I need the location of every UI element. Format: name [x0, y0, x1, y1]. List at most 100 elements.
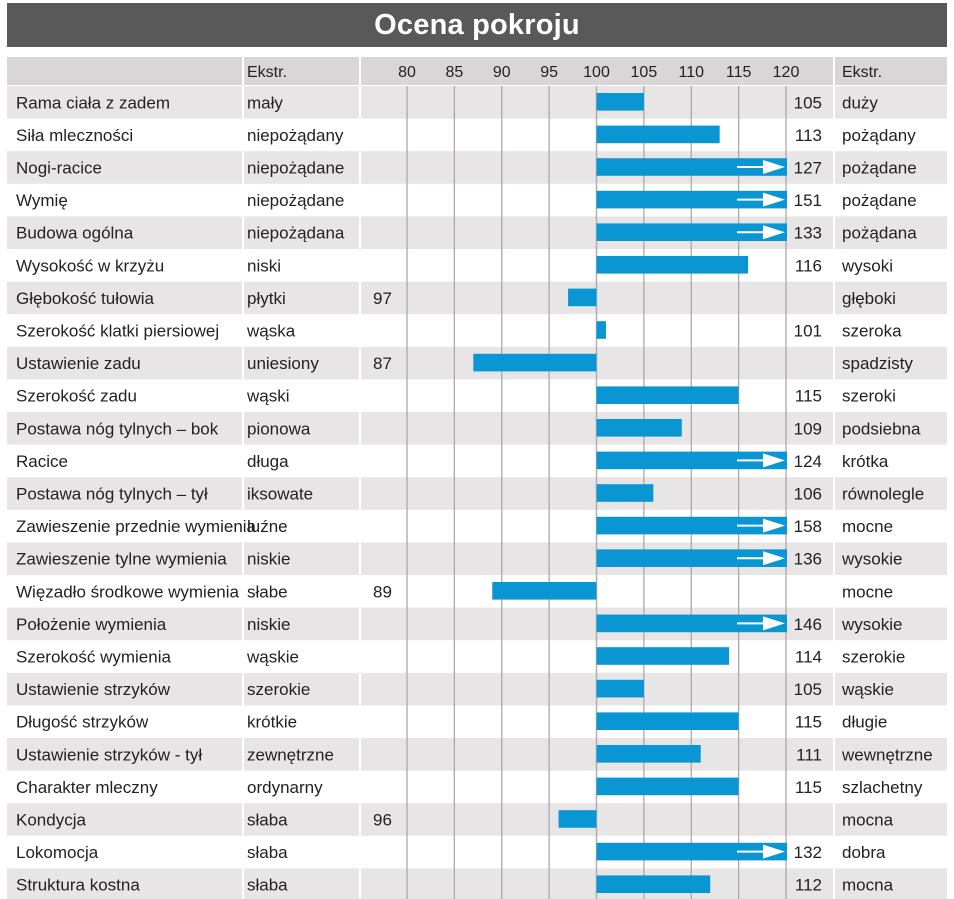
bar — [473, 353, 597, 372]
bar — [596, 712, 739, 730]
bar — [492, 582, 597, 600]
x-tick-label: 120 — [773, 64, 800, 81]
value-label: 101 — [794, 322, 822, 341]
value-label: 105 — [794, 680, 822, 699]
title-bar: Ocena pokroju — [7, 3, 947, 47]
value-label: 124 — [794, 452, 822, 471]
trait-label: Kondycja — [16, 811, 86, 830]
bar — [558, 810, 597, 828]
high-extreme-label: szeroki — [842, 387, 896, 406]
overflow-arrow-head — [763, 192, 785, 207]
low-extreme-label: słaba — [247, 843, 288, 862]
trait-label: Racice — [16, 452, 68, 471]
value-label: 87 — [373, 354, 392, 373]
trait-label: Charakter mleczny — [16, 778, 158, 797]
overflow-arrow-head — [763, 225, 785, 240]
bar — [596, 386, 739, 404]
high-extreme-label: długie — [842, 713, 887, 732]
low-extreme-label: uniesiony — [247, 354, 319, 373]
x-tick-label: 105 — [631, 64, 658, 81]
trait-label: Budowa ogólna — [16, 224, 134, 243]
value-label: 96 — [373, 811, 392, 830]
high-extreme-label: pożądana — [842, 224, 917, 243]
high-extreme-label: wąskie — [841, 680, 894, 699]
low-extreme-label: niepożądane — [247, 191, 344, 210]
low-extreme-label: luźne — [247, 517, 288, 536]
high-extreme-label: pożądany — [842, 126, 916, 145]
value-label: 105 — [794, 93, 822, 112]
low-extreme-label: niepożądana — [247, 224, 345, 243]
high-extreme-label: podsiebna — [842, 419, 921, 438]
row-bg — [7, 412, 947, 445]
value-label: 97 — [373, 289, 392, 308]
bar — [596, 745, 701, 763]
high-extreme-label: mocna — [842, 876, 894, 895]
value-label: 115 — [795, 713, 822, 732]
high-extreme-label: szerokie — [842, 648, 905, 667]
high-extreme-label: dobra — [842, 843, 886, 862]
low-extreme-label: płytki — [247, 289, 286, 308]
bar — [596, 777, 739, 796]
trait-label: Zawieszenie tylne wymienia — [16, 550, 227, 569]
bar — [596, 614, 787, 633]
high-extreme-label: mocne — [842, 582, 893, 601]
bar — [596, 419, 682, 437]
trait-label: Długość strzyków — [16, 713, 149, 732]
value-label: 114 — [795, 648, 822, 667]
overflow-arrow-head — [763, 453, 785, 468]
row-bg — [7, 607, 947, 641]
value-label: 127 — [794, 159, 822, 178]
value-label: 115 — [795, 778, 822, 797]
bar — [596, 158, 787, 176]
low-extreme-label: krótkie — [247, 713, 297, 732]
bar — [596, 875, 711, 893]
value-label: 158 — [794, 517, 822, 536]
high-extreme-label: wysokie — [841, 550, 902, 569]
high-extreme-label: spadzisty — [842, 354, 913, 373]
bar — [596, 484, 654, 502]
trait-label: Ustawienie strzyków - tył — [16, 745, 202, 764]
trait-label: Struktura kostna — [16, 876, 140, 895]
x-tick-label: 80 — [398, 64, 416, 81]
low-extreme-label: słabe — [247, 582, 288, 601]
high-extreme-label: wewnętrzne — [841, 745, 933, 764]
high-extreme-label: mocne — [842, 517, 893, 536]
low-extreme-label: ordynarny — [247, 778, 323, 797]
row-bg — [7, 803, 947, 836]
low-extreme-label: długa — [247, 452, 289, 471]
low-extreme-label: pionowa — [247, 419, 311, 438]
bar — [596, 451, 787, 470]
value-label: 109 — [794, 419, 822, 438]
trait-label: Głębokość tułowia — [16, 289, 155, 308]
trait-label: Postawa nóg tylnych – tył — [16, 485, 208, 504]
overflow-arrow-head — [763, 551, 785, 566]
trait-label: Szerokość wymienia — [16, 648, 171, 667]
low-extreme-label: słaba — [247, 876, 288, 895]
row-bg — [7, 868, 947, 899]
value-label: 113 — [795, 126, 822, 145]
row-bg — [7, 542, 947, 575]
low-extreme-label: niepożądane — [247, 159, 344, 178]
bar — [596, 321, 606, 339]
bar — [596, 842, 787, 861]
trait-label: Ustawienie strzyków — [16, 680, 171, 699]
value-label: 89 — [373, 582, 392, 601]
bar — [568, 288, 597, 307]
row-bg — [7, 281, 947, 315]
value-label: 116 — [795, 256, 822, 275]
value-label: 111 — [796, 745, 822, 764]
trait-label: Położenie wymienia — [16, 615, 167, 634]
bar — [596, 256, 749, 274]
value-label: 115 — [795, 387, 822, 406]
low-extreme-label: niskie — [247, 615, 290, 634]
x-tick-label: 100 — [583, 64, 610, 81]
trait-label: Wysokość w krzyżu — [16, 256, 164, 275]
x-tick-label: 95 — [540, 64, 558, 81]
trait-label: Postawa nóg tylnych – bok — [16, 419, 219, 438]
low-extreme-label: słaba — [247, 811, 288, 830]
low-extreme-label: zewnętrzne — [247, 745, 334, 764]
x-tick-label: 90 — [493, 64, 511, 81]
value-label: 106 — [794, 485, 822, 504]
overflow-arrow-head — [763, 160, 785, 174]
high-extreme-label: wysoki — [841, 256, 893, 275]
